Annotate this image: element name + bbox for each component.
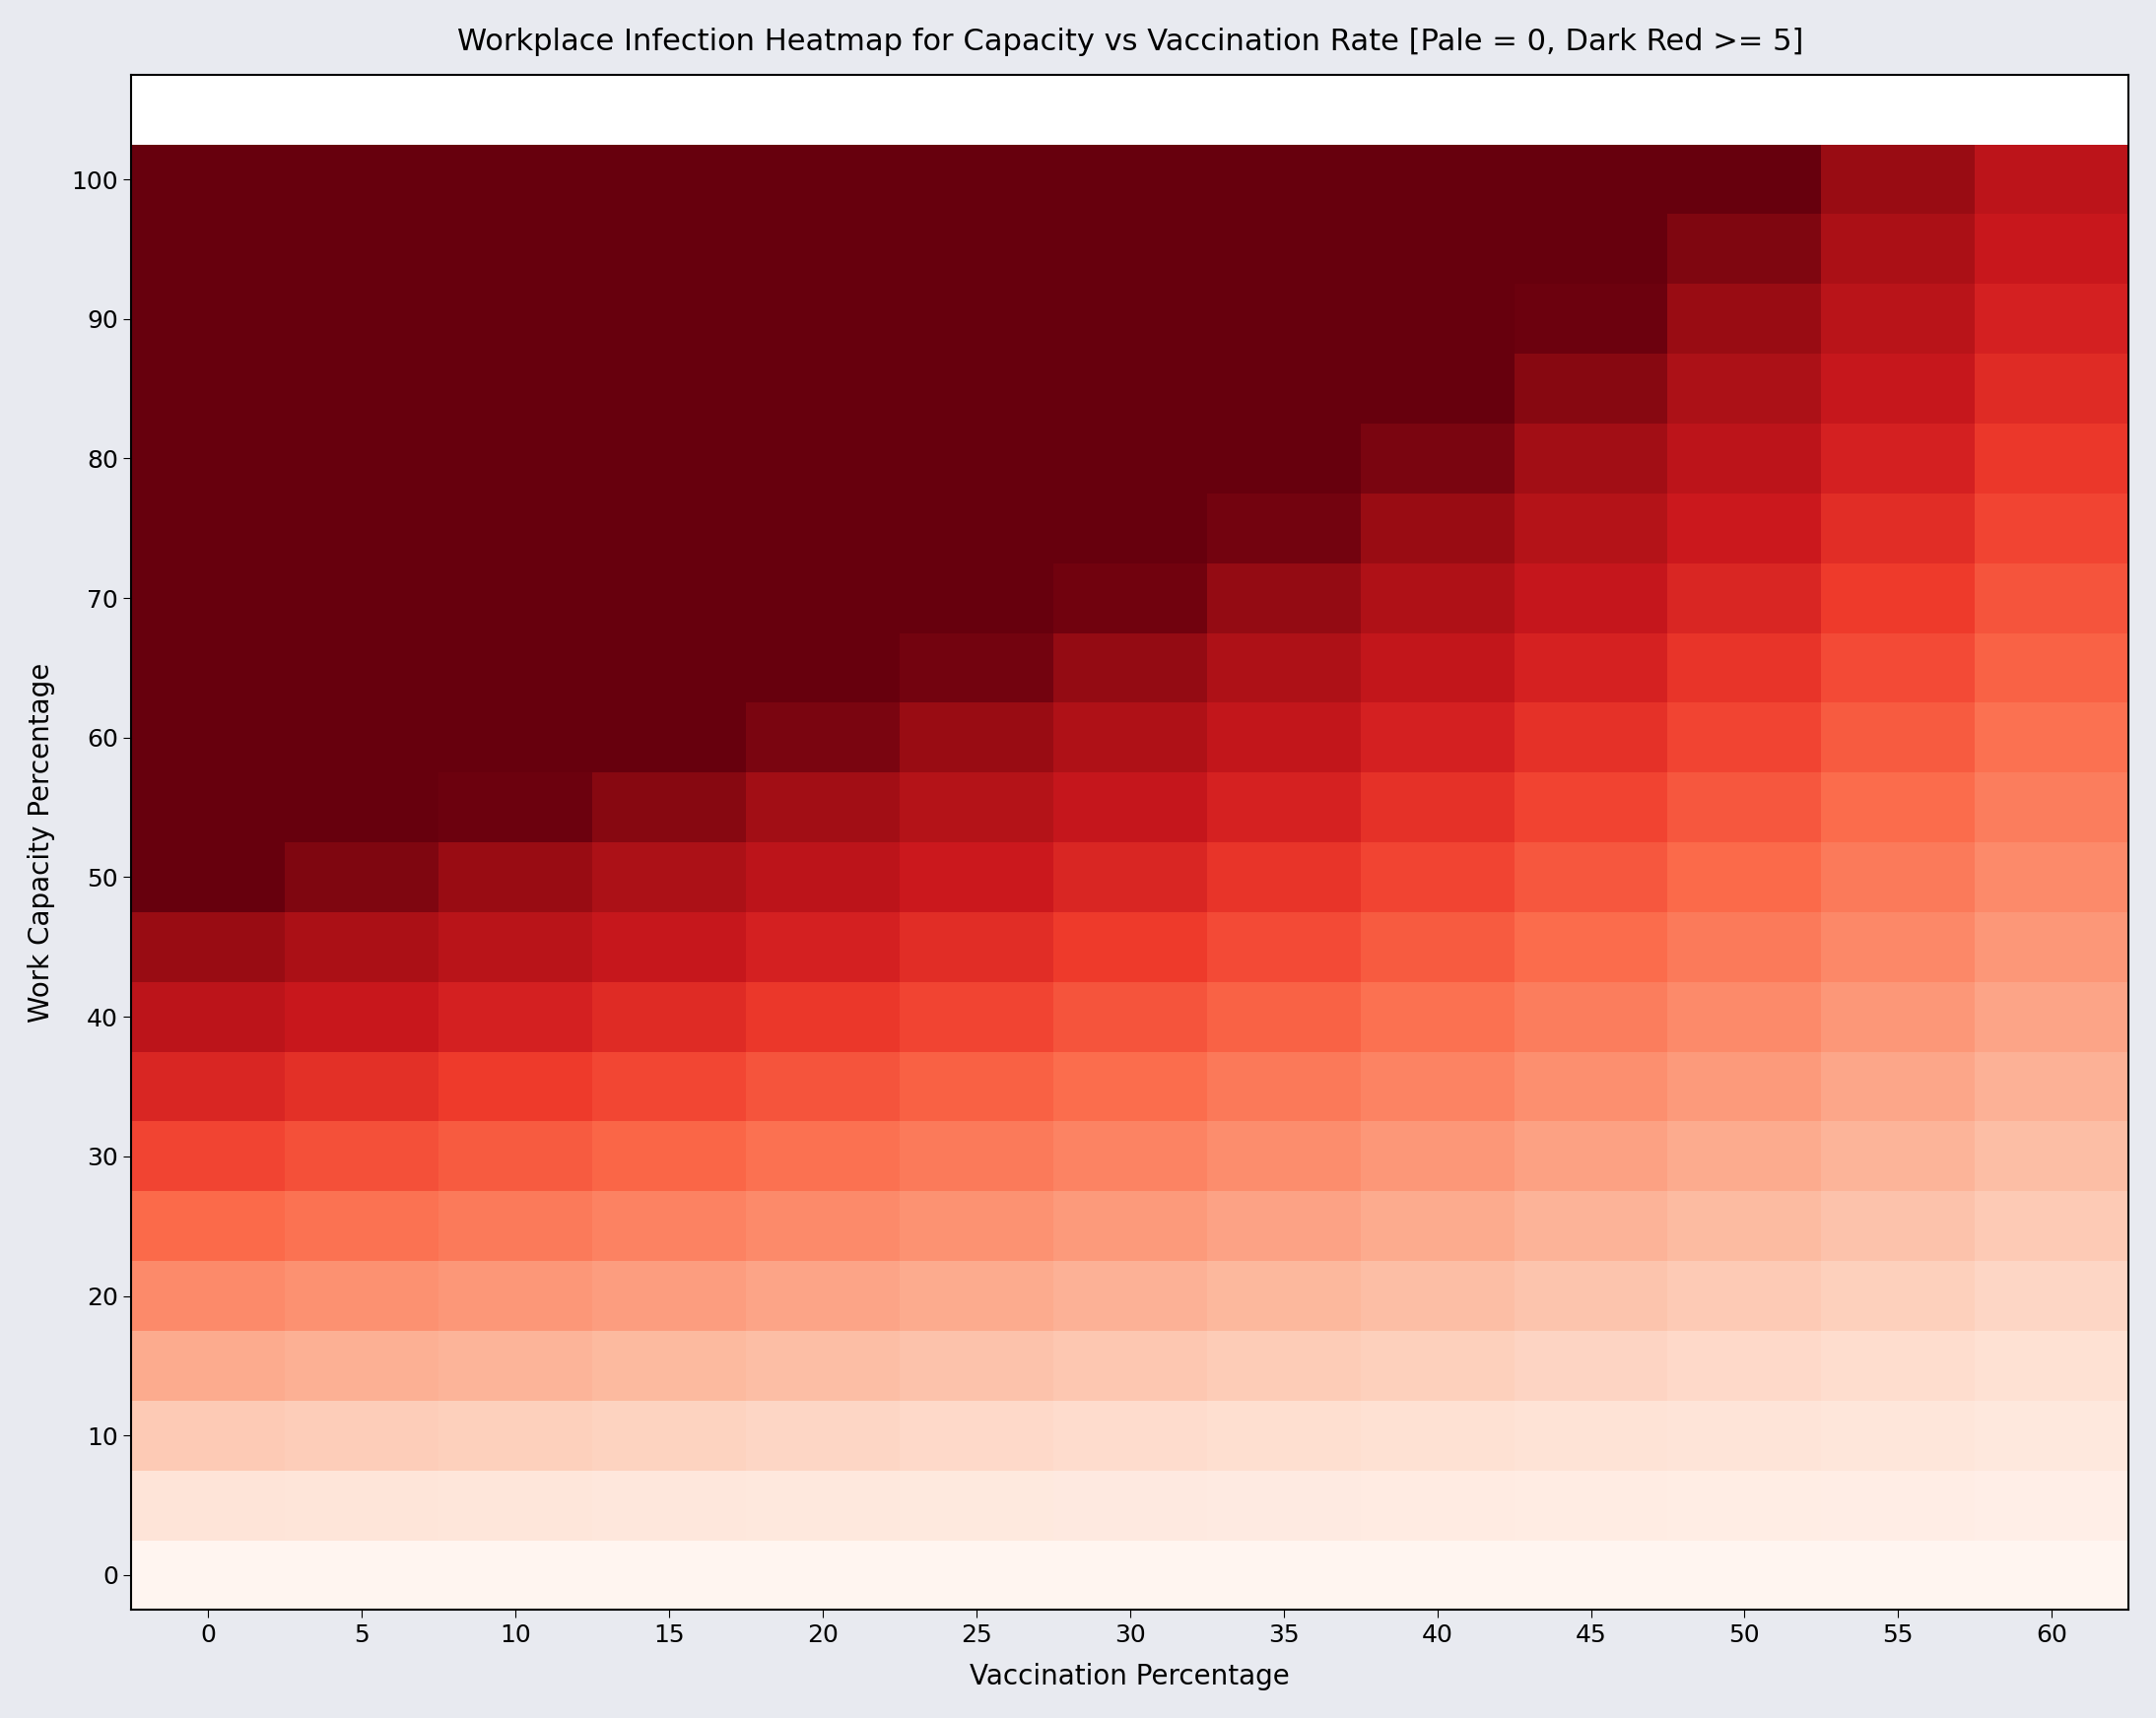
Y-axis label: Work Capacity Percentage: Work Capacity Percentage bbox=[28, 663, 54, 1022]
X-axis label: Vaccination Percentage: Vaccination Percentage bbox=[970, 1663, 1289, 1691]
Title: Workplace Infection Heatmap for Capacity vs Vaccination Rate [Pale = 0, Dark Red: Workplace Infection Heatmap for Capacity… bbox=[457, 27, 1802, 57]
